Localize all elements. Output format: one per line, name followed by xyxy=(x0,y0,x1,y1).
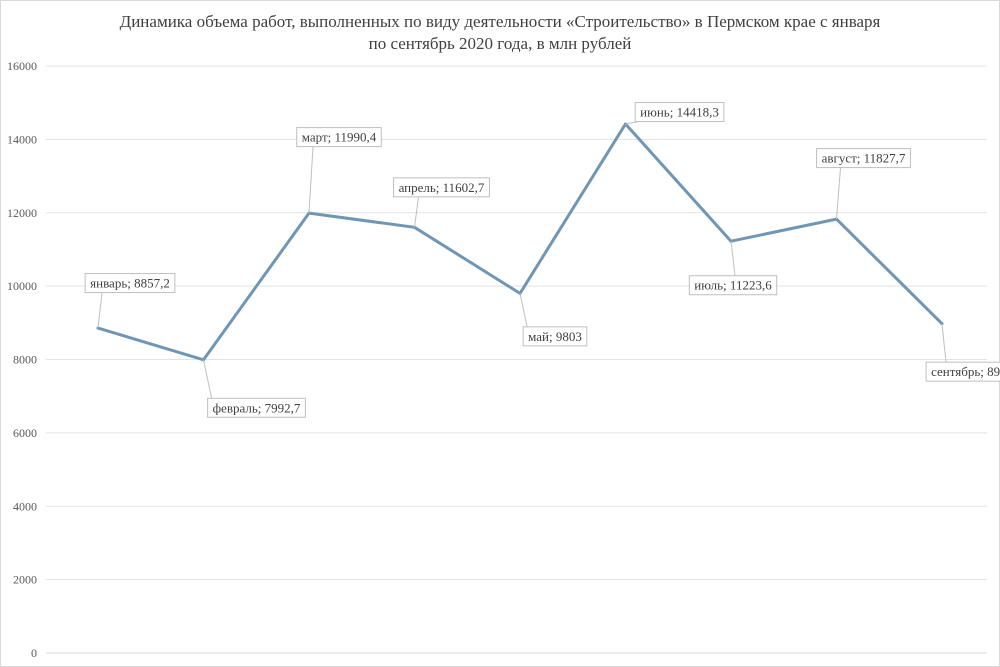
data-label: март; 11990,4 xyxy=(296,127,382,148)
data-label: июнь; 14418,3 xyxy=(634,102,725,123)
y-tick-label: 8000 xyxy=(13,353,37,367)
y-axis: 0 2000 4000 6000 8000 10000 12000 14000 16000 xyxy=(7,59,37,660)
data-label-box xyxy=(634,102,725,123)
data-labels: январь; 8857,2 февраль; 7992,7 март; 11990… xyxy=(84,102,1000,418)
data-label: апрель; 11602,7 xyxy=(393,177,490,198)
gridlines xyxy=(46,65,987,654)
y-tick-label: 2000 xyxy=(13,573,37,587)
data-label-text: август; 11827,7 xyxy=(822,151,906,166)
y-tick-label: 6000 xyxy=(13,426,37,440)
y-tick-label: 12000 xyxy=(7,206,37,220)
data-label-text: июль; 11223,6 xyxy=(694,278,772,293)
data-label-box xyxy=(816,148,911,169)
data-label-box xyxy=(688,275,778,296)
data-label-box xyxy=(84,273,176,294)
data-label-text: июнь; 14418,3 xyxy=(640,105,719,120)
data-label-text: май; 9803 xyxy=(528,329,582,344)
data-label-box xyxy=(296,127,382,148)
label-leader-line xyxy=(941,323,947,363)
chart-title-line-2: по сентябрь 2020 года, в млн рублей xyxy=(368,34,632,53)
label-leader-line xyxy=(308,146,314,214)
data-label: июль; 11223,6 xyxy=(688,275,778,296)
data-label: август; 11827,7 xyxy=(816,148,911,169)
data-label-text: февраль; 7992,7 xyxy=(213,400,301,415)
label-leader-line xyxy=(97,292,103,329)
label-leader-line xyxy=(519,293,528,327)
data-label: май; 9803 xyxy=(522,326,588,347)
data-label: сентябрь; 8976,5 xyxy=(925,361,1000,382)
label-leader-line xyxy=(203,359,213,399)
y-tick-label: 0 xyxy=(31,646,37,660)
label-leader-line xyxy=(730,241,736,276)
y-tick-label: 4000 xyxy=(13,499,37,513)
data-label-box xyxy=(522,326,588,347)
series-path xyxy=(96,122,944,362)
y-tick-label: 10000 xyxy=(7,279,37,293)
data-label-box xyxy=(925,361,1000,382)
data-label: февраль; 7992,7 xyxy=(207,397,306,418)
chart-title-line-1: Динамика объема работ, выполненных по ви… xyxy=(119,12,881,31)
y-tick-label: 16000 xyxy=(7,59,37,73)
label-leader-line xyxy=(836,167,841,220)
y-tick-label: 14000 xyxy=(7,132,37,146)
data-label-text: сентябрь; 8976,5 xyxy=(931,364,1000,379)
data-label-box xyxy=(207,397,306,418)
label-leader-line xyxy=(414,196,419,228)
data-label-box xyxy=(393,177,490,198)
data-label-text: январь; 8857,2 xyxy=(90,276,170,291)
data-label-text: апрель; 11602,7 xyxy=(399,180,485,195)
data-label: январь; 8857,2 xyxy=(84,273,176,294)
data-label-text: март; 11990,4 xyxy=(302,130,377,145)
